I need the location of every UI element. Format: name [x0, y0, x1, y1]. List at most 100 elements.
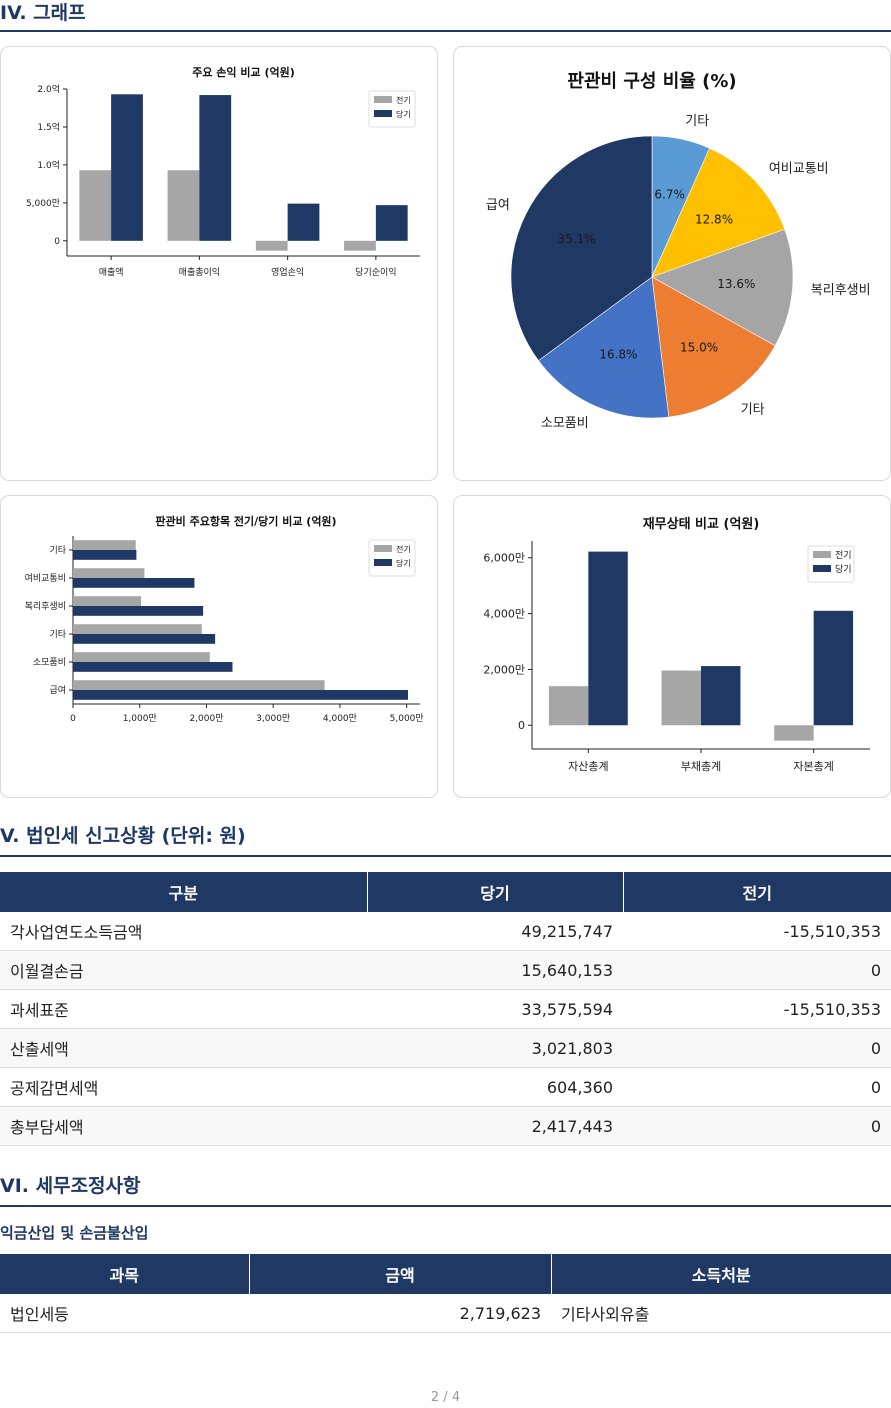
current-value: 604,360: [367, 1067, 623, 1107]
section-divider: [0, 855, 891, 857]
column-header: 소득처분: [551, 1254, 891, 1294]
legend-label: 당기: [835, 564, 852, 575]
current-value: 15,640,153: [367, 950, 623, 990]
legend-swatch: [813, 551, 831, 558]
table-row: 이월결손금 15,640,153 0: [0, 950, 891, 990]
y-tick-label: 복리후생비: [25, 601, 66, 612]
prior-value: 0: [623, 950, 891, 990]
income-inclusion-table: 과목 금액 소득처분 법인세등 2,719,623 기타사외유출: [0, 1254, 891, 1333]
account-name: 법인세등: [0, 1294, 249, 1333]
x-tick-label: 자본총계: [793, 760, 833, 773]
x-tick-label: 4,000만: [323, 713, 357, 724]
chart-title: 주요 손익 비교 (억원): [192, 65, 295, 79]
corp-tax-table: 구분 당기 전기 각사업연도소득금액 49,215,747 -15,510,35…: [0, 872, 891, 1146]
y-tick-label: 1.5억: [37, 121, 60, 133]
x-tick-label: 0: [70, 714, 76, 724]
y-tick-label: 5,000만: [26, 198, 60, 209]
bar-current: [73, 578, 195, 588]
bar-prior: [73, 596, 142, 606]
section-divider: [0, 30, 891, 32]
bar-prior: [73, 652, 210, 662]
bar-current: [73, 634, 216, 644]
current-value: 33,575,594: [367, 989, 623, 1029]
chart-card-pie: 판관비 구성 비율 (%) 6.7% 기타 12.8% 여비교통비 13.6% 복리후생비 1…: [453, 46, 891, 481]
bar-current: [73, 550, 137, 560]
pie-category-label: 소모품비: [541, 416, 589, 431]
x-tick-label: 영업손익: [271, 266, 304, 278]
legend-swatch: [374, 110, 392, 117]
prior-value: -15,510,353: [623, 989, 891, 1029]
x-tick-label: 당기순이익: [355, 266, 396, 278]
disposition: 기타사외유출: [551, 1294, 891, 1333]
section-title-tax-adjust: VI. 세무조정사항: [0, 1175, 141, 1197]
bar-prior: [79, 170, 112, 241]
column-header: 과목: [0, 1254, 250, 1294]
bar-prior: [774, 725, 814, 741]
chart-card-pl: 주요 손익 비교 (억원) 0 5,000만 1.0억 1.5억 2.0억 매출액 매출총이익…: [0, 46, 438, 481]
section-title-graphs: IV. 그래프: [0, 2, 86, 24]
pie-category-label: 급여: [486, 198, 510, 213]
x-tick-label: 3,000만: [256, 713, 290, 724]
legend-swatch: [813, 565, 831, 572]
legend-label: 당기: [396, 558, 411, 568]
x-tick-label: 자산총계: [568, 760, 608, 773]
y-tick-label: 2,000만: [483, 663, 525, 676]
bar-prior: [167, 170, 200, 241]
current-value: 3,021,803: [367, 1028, 623, 1068]
bar-current: [73, 606, 204, 616]
current-value: 49,215,747: [367, 912, 623, 951]
pie-pct-label: 12.8%: [695, 212, 733, 226]
chart-card-sga: 판관비 주요항목 전기/당기 비교 (억원) 0 1,000만 2,000만 3,000…: [0, 495, 438, 798]
table-header-row: 과목 금액 소득처분: [0, 1254, 891, 1294]
pie-category-label: 기타: [741, 402, 765, 417]
table-row: 총부담세액 2,417,443 0: [0, 1106, 891, 1146]
y-tick-label: 0: [518, 719, 525, 732]
pie-slice: [538, 276, 670, 419]
pie-pct-label: 16.8%: [599, 348, 637, 362]
pie-category-label: 기타: [685, 114, 709, 129]
table-row: 산출세액 3,021,803 0: [0, 1028, 891, 1068]
legend-label: 당기: [396, 109, 411, 119]
table-row: 과세표준 33,575,594 -15,510,353: [0, 989, 891, 1029]
column-header: 금액: [249, 1254, 552, 1294]
table-row: 공제감면세액 604,360 0: [0, 1067, 891, 1107]
x-tick-label: 매출액: [99, 266, 124, 278]
row-label: 과세표준: [0, 989, 367, 1029]
y-tick-label: 여비교통비: [25, 572, 66, 584]
chart-card-bs: 재무상태 비교 (억원) 0 2,000만 4,000만 6,000만 자산총계 부채총계 자…: [453, 495, 891, 798]
x-tick-label: 부채총계: [681, 760, 721, 773]
row-label: 이월결손금: [0, 950, 367, 990]
bar-current: [73, 662, 233, 672]
section-title-corp-tax: V. 법인세 신고상황 (단위: 원): [0, 825, 246, 847]
bar-current: [73, 690, 408, 700]
y-tick-label: 급여: [49, 684, 66, 696]
bar-current: [287, 203, 320, 241]
y-tick-label: 0: [54, 237, 60, 247]
column-header: 구분: [0, 872, 368, 912]
chart-title: 판관비 구성 비율 (%): [567, 71, 736, 92]
bar-current: [111, 94, 143, 241]
bar-current: [588, 551, 628, 726]
pie-pct-label: 15.0%: [680, 340, 718, 354]
page-number: 2 / 4: [430, 1390, 461, 1405]
pie-pct-label: 6.7%: [654, 187, 685, 201]
pie-category-label: 복리후생비: [811, 283, 871, 298]
x-tick-label: 5,000만: [390, 713, 424, 724]
legend-label: 전기: [835, 550, 852, 561]
current-value: 2,417,443: [367, 1106, 623, 1146]
bar-prior: [73, 624, 202, 634]
bar-prior: [73, 540, 136, 550]
legend-swatch: [374, 96, 392, 103]
pie-slice: [510, 135, 653, 362]
table-row: 각사업연도소득금액 49,215,747 -15,510,353: [0, 912, 891, 951]
chart-title: 판관비 주요항목 전기/당기 비교 (억원): [155, 514, 336, 528]
prior-value: 0: [623, 1067, 891, 1107]
legend-label: 전기: [396, 544, 411, 554]
legend-label: 전기: [396, 95, 411, 105]
chart-title: 재무상태 비교 (억원): [643, 517, 760, 532]
bar-current: [375, 205, 408, 241]
legend-swatch: [374, 559, 392, 566]
bar-prior: [344, 240, 376, 251]
pie-pct-label: 13.6%: [717, 277, 755, 291]
x-tick-label: 1,000만: [123, 713, 157, 724]
